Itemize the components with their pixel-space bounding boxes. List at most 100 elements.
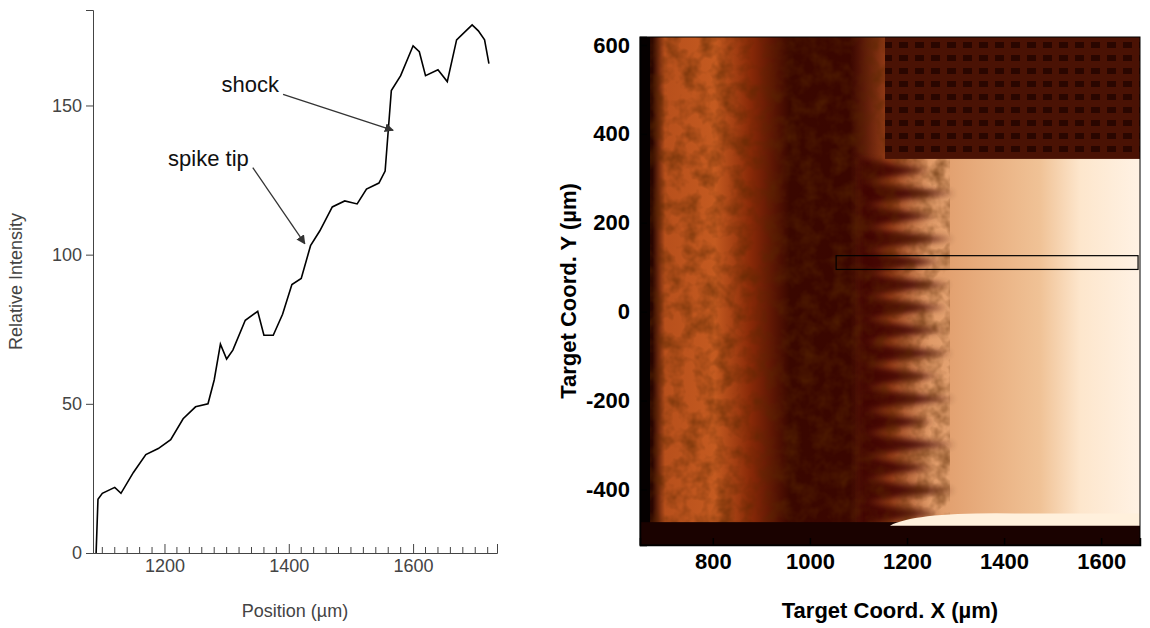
x-tick: 800	[695, 538, 732, 574]
x-minor-tick	[388, 547, 389, 553]
y-tick-label: 150	[52, 96, 82, 116]
x-minor-tick	[487, 547, 488, 553]
x-tick-mark	[413, 544, 414, 553]
x-axis: 800 1000 1200 1400 1600	[641, 538, 1141, 574]
y-tick-label: 600	[593, 33, 630, 58]
plot-area	[836, 256, 1138, 270]
y-tick-label: 200	[593, 210, 630, 235]
x-minor-tick	[313, 547, 314, 553]
x-minor-tick	[450, 547, 451, 553]
x-minor-tick	[326, 547, 327, 553]
x-minor-tick	[400, 547, 401, 553]
x-minor-tick	[239, 547, 240, 553]
plot-area	[96, 25, 489, 553]
y-tick: 150	[52, 96, 93, 116]
x-tick-mark	[164, 544, 165, 553]
x-minor-tick	[127, 547, 128, 553]
lineout-box	[836, 256, 1138, 270]
x-minor-tick	[276, 547, 277, 553]
annotation-text: spike tip	[168, 146, 249, 171]
y-tick-label: 400	[593, 121, 630, 146]
x-minor-tick	[226, 547, 227, 553]
y-axis: 600 400 200 0 -200 -400	[586, 33, 647, 546]
x-tick-mark	[907, 538, 909, 545]
image-panel: 800 1000 1200 1400 1600 600 400 200 0 -200 -400 Tar…	[556, 33, 1141, 623]
y-axis-title: Target Coord. Y (µm)	[556, 183, 581, 399]
x-minor-tick	[462, 547, 463, 553]
y-tick-mark	[86, 255, 93, 256]
x-tick-label: 1400	[269, 556, 309, 576]
x-tick-mark	[713, 538, 715, 545]
x-axis-line	[94, 544, 498, 554]
x-axis-title: Position (µm)	[242, 601, 348, 621]
y-tick: -200	[586, 388, 647, 413]
x-minor-ticks	[102, 547, 487, 553]
x-minor-tick	[475, 547, 476, 553]
x-minor-tick	[263, 547, 264, 553]
radiograph-image	[640, 37, 1140, 545]
y-tick-mark	[640, 311, 647, 313]
y-tick: -400	[586, 477, 647, 502]
x-minor-tick	[214, 547, 215, 553]
y-tick-mark	[640, 45, 647, 47]
x-minor-tick	[301, 547, 302, 553]
y-tick-mark	[640, 134, 647, 136]
image-mesh	[885, 37, 1140, 159]
x-tick-label: 1600	[394, 556, 434, 576]
figure: 120014001600050100150Position (µm)Relati…	[0, 0, 1150, 628]
y-tick-mark	[640, 223, 647, 225]
x-tick: 1600	[394, 544, 434, 576]
y-tick: 0	[618, 299, 647, 324]
image-base	[640, 37, 1140, 545]
y-tick-label: -400	[586, 477, 630, 502]
x-minor-tick	[251, 547, 252, 553]
x-minor-tick	[437, 547, 438, 553]
x-tick: 1400	[269, 544, 309, 576]
x-minor-tick	[201, 547, 202, 553]
plot-frame	[640, 37, 1140, 545]
y-tick-mark	[86, 404, 93, 405]
x-tick-label: 800	[695, 549, 732, 574]
y-axis-line	[641, 38, 648, 546]
annotation-arrow	[283, 94, 393, 130]
x-minor-tick	[363, 547, 364, 553]
x-minor-tick	[152, 547, 153, 553]
y-tick: 100	[52, 245, 93, 265]
x-tick: 1200	[883, 538, 932, 574]
x-tick-mark	[810, 538, 812, 545]
x-tick-label: 1000	[786, 549, 835, 574]
y-tick-label: 50	[62, 394, 82, 414]
x-minor-tick	[176, 547, 177, 553]
y-tick: 0	[72, 543, 93, 563]
y-tick-label: 0	[618, 299, 630, 324]
x-minor-tick	[189, 547, 190, 553]
x-axis-title: Target Coord. X (µm)	[782, 598, 998, 623]
image-edge	[640, 37, 650, 545]
x-minor-tick	[375, 547, 376, 553]
image-bright-strip	[890, 513, 1140, 525]
x-tick-label: 1400	[980, 549, 1029, 574]
x-tick: 1400	[980, 538, 1029, 574]
x-minor-tick	[425, 547, 426, 553]
x-axis: 1200 1400 1600	[94, 544, 498, 576]
intensity-line	[96, 25, 489, 553]
y-tick: 600	[593, 33, 647, 58]
x-minor-tick	[114, 547, 115, 553]
x-tick: 1200	[145, 544, 185, 576]
x-minor-tick	[139, 547, 140, 553]
x-tick-label: 1600	[1077, 549, 1126, 574]
annotation-arrow	[253, 168, 305, 244]
y-axis-line	[86, 11, 94, 554]
x-tick: 1000	[786, 538, 835, 574]
x-tick-mark	[1101, 538, 1103, 545]
line-panel: 120014001600050100150Position (µm)Relati…	[6, 11, 498, 622]
y-tick: 50	[62, 394, 93, 414]
annotation-text: shock	[222, 72, 280, 97]
y-axis: 0 50 100 150	[52, 11, 94, 564]
y-tick: 400	[593, 121, 647, 146]
y-tick: 200	[593, 210, 647, 235]
y-tick-mark	[640, 400, 647, 402]
y-tick-label: 0	[72, 543, 82, 563]
x-tick: 1600	[1077, 538, 1126, 574]
y-tick-label: 100	[52, 245, 82, 265]
